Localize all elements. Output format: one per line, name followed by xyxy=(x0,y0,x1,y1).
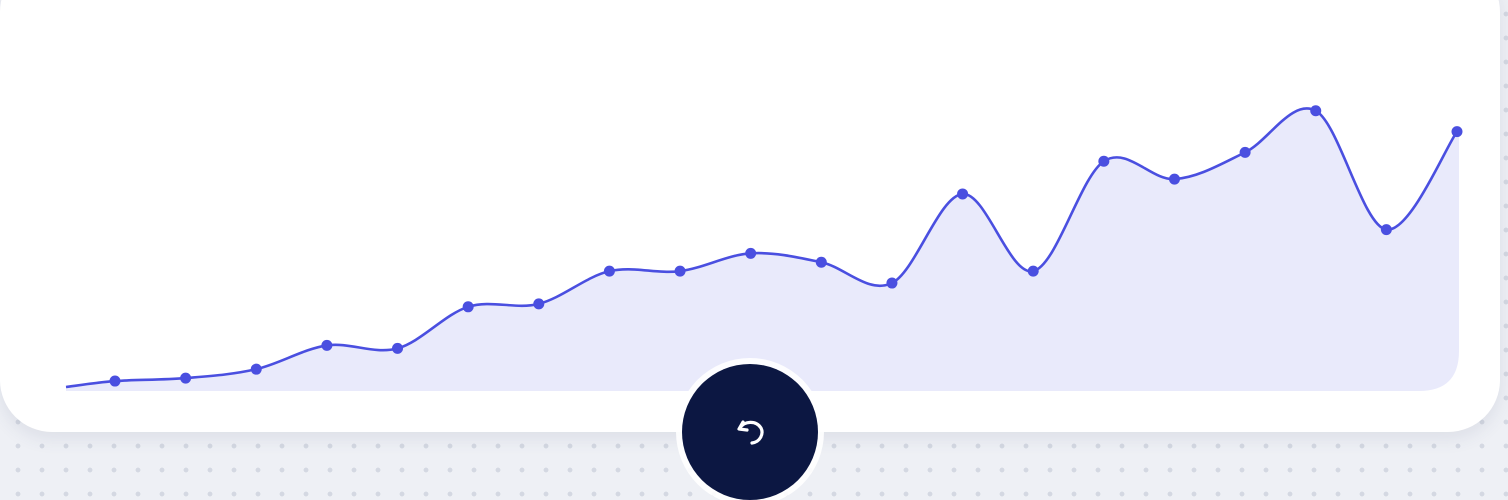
data-point[interactable] xyxy=(1310,105,1322,117)
data-point[interactable] xyxy=(321,339,333,351)
data-point[interactable] xyxy=(462,301,474,313)
data-point[interactable] xyxy=(533,298,545,310)
data-point[interactable] xyxy=(250,363,262,375)
data-point[interactable] xyxy=(1098,155,1110,167)
chart-card xyxy=(0,0,1500,432)
data-point[interactable] xyxy=(1027,265,1039,277)
data-point[interactable] xyxy=(180,372,192,384)
data-point[interactable] xyxy=(886,277,898,289)
data-point[interactable] xyxy=(674,265,686,277)
undo-button[interactable] xyxy=(682,364,818,500)
undo-icon xyxy=(737,420,764,445)
data-point[interactable] xyxy=(109,375,121,387)
data-point[interactable] xyxy=(1451,126,1463,138)
data-point[interactable] xyxy=(1380,224,1392,236)
data-point[interactable] xyxy=(1168,173,1180,185)
data-point[interactable] xyxy=(1239,146,1251,158)
data-point[interactable] xyxy=(603,265,615,277)
data-point[interactable] xyxy=(815,256,827,268)
data-point[interactable] xyxy=(392,342,404,354)
area-fill xyxy=(66,108,1459,391)
data-point[interactable] xyxy=(745,247,757,259)
data-point[interactable] xyxy=(957,188,969,200)
area-chart xyxy=(65,105,1463,391)
